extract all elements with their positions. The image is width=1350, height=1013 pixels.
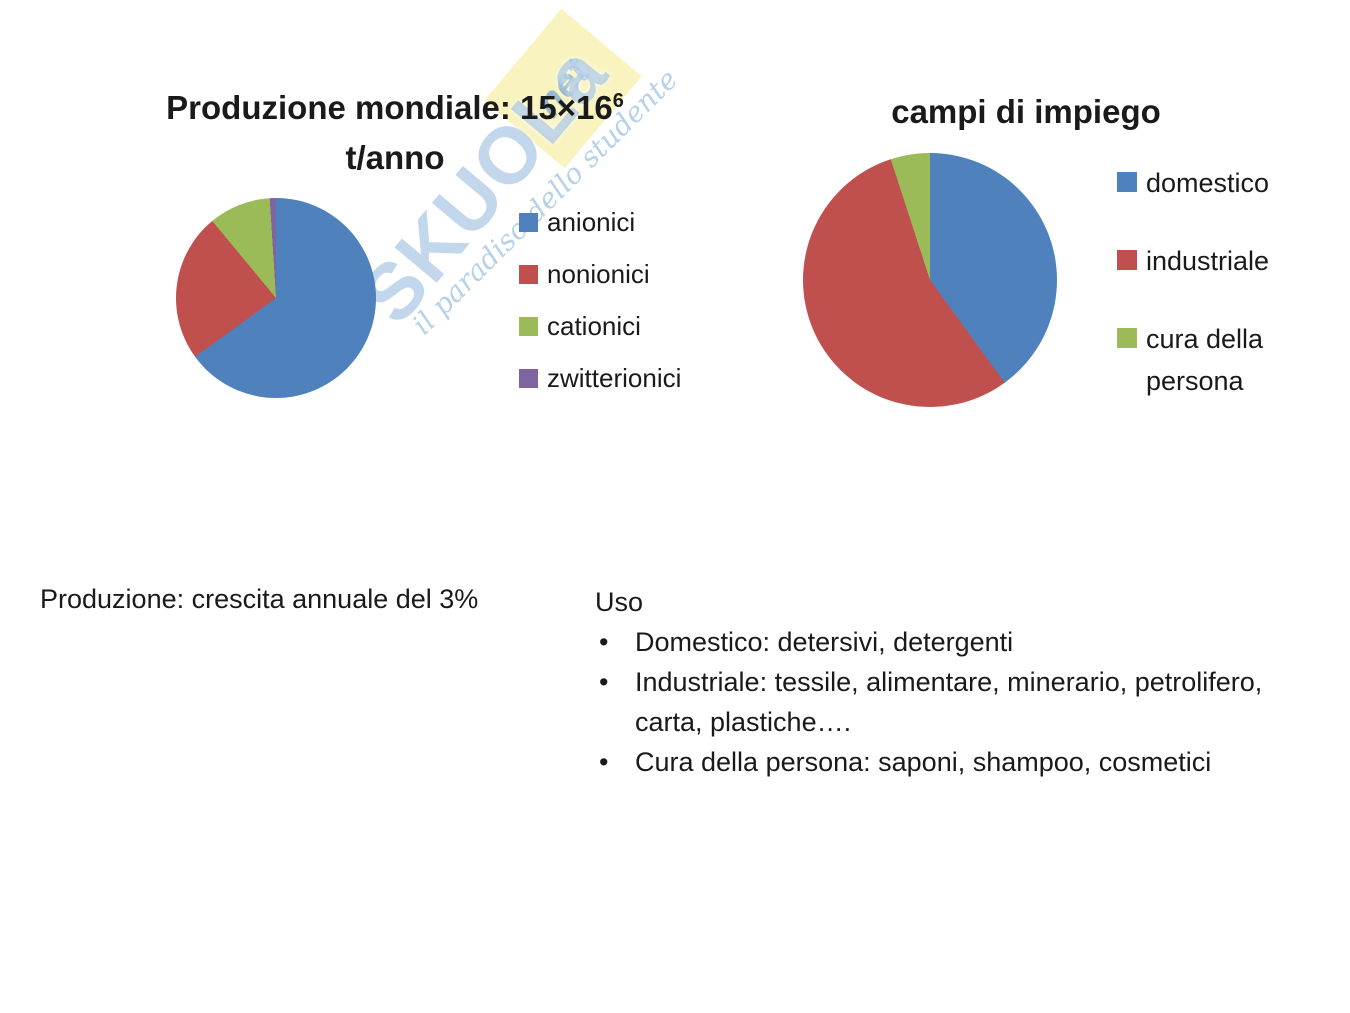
uso-section: Uso Domestico: detersivi, detergenti Ind…: [595, 582, 1295, 782]
legend-swatch-cura-della-persona: [1117, 328, 1137, 348]
legend-item-zwitterionici: zwitterionici: [519, 352, 681, 404]
uso-bullet-domestico: Domestico: detersivi, detergenti: [595, 622, 1295, 662]
legend-item-anionici: anionici: [519, 196, 681, 248]
legend-label-nonionici: nonionici: [547, 258, 650, 289]
chart-production-title-line2: t/anno: [345, 139, 445, 176]
legend-item-cura-della-persona: cura della persona: [1117, 318, 1296, 396]
legend-swatch-anionici: [519, 212, 538, 232]
legend-item-domestico: domestico: [1117, 162, 1296, 240]
legend-usage: domestico industriale cura della persona: [1117, 162, 1296, 396]
uso-bullet-cura-della-persona: Cura della persona: saponi, shampoo, cos…: [595, 742, 1295, 782]
chart-usage-title: campi di impiego: [891, 93, 1161, 130]
uso-bullet-industriale: Industriale: tessile, alimentare, minera…: [595, 662, 1295, 742]
legend-label-industriale: industriale: [1146, 246, 1270, 276]
legend-label-zwitterionici: zwitterionici: [547, 362, 682, 393]
chart-production-title-line1: Produzione mondiale: 15×166: [166, 89, 624, 126]
title-superscript: 6: [612, 90, 624, 112]
legend-swatch-domestico: [1117, 172, 1137, 192]
legend-item-cationici: cationici: [519, 300, 681, 352]
legend-label-cura-della-persona: cura della persona: [1146, 324, 1264, 396]
uso-heading: Uso: [595, 587, 644, 617]
legend-label-anionici: anionici: [547, 206, 636, 237]
legend-label-domestico: domestico: [1146, 168, 1270, 198]
legend-item-nonionici: nonionici: [519, 248, 681, 300]
legend-swatch-nonionici: [519, 264, 538, 284]
pie-chart-usage: [803, 153, 1057, 407]
legend-production: anionici nonionici cationici zwitterioni…: [519, 196, 681, 404]
legend-swatch-industriale: [1117, 250, 1137, 270]
legend-label-cationici: cationici: [547, 310, 641, 341]
uso-bullet-list: Domestico: detersivi, detergenti Industr…: [595, 622, 1295, 782]
production-note: Produzione: crescita annuale del 3%: [40, 584, 479, 614]
legend-swatch-zwitterionici: [519, 368, 538, 388]
pie-chart-production: [176, 198, 376, 398]
chart-production-title: Produzione mondiale: 15×166 t/anno: [95, 76, 695, 183]
legend-swatch-cationici: [519, 316, 538, 336]
legend-item-industriale: industriale: [1117, 240, 1296, 318]
